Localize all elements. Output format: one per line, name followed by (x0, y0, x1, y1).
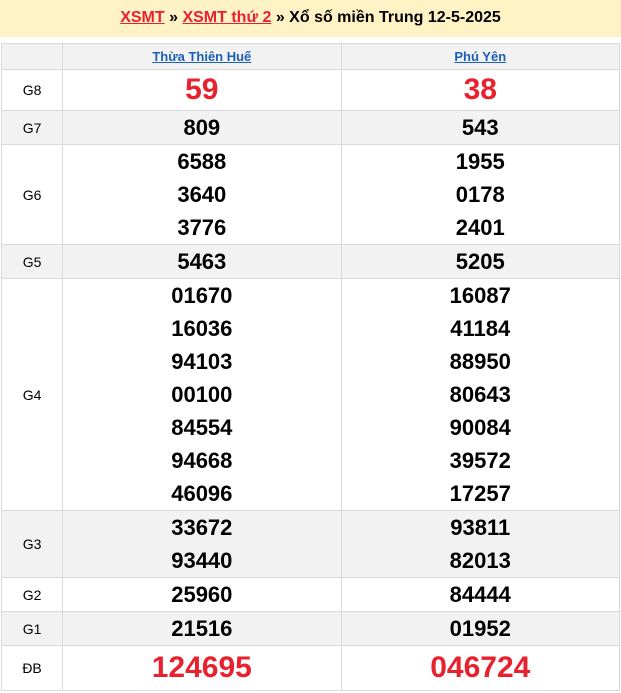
prize-number: 21516 (171, 616, 233, 641)
prize-cell: 046724 (340, 645, 621, 691)
prize-number: 16036 (171, 316, 233, 341)
prize-number: 5463 (177, 249, 227, 274)
prize-cell: 1955 0178 2401 (340, 144, 621, 245)
breadcrumb-separator: » (164, 9, 183, 26)
prize-label: G2 (0, 577, 64, 612)
prize-number: 33672 (171, 515, 233, 540)
prize-cell: 01952 (340, 611, 621, 646)
prize-cell: 01670 16036 94103 00100 84554 94668 46096 (62, 278, 342, 511)
prize-number: 25960 (171, 582, 233, 607)
results-table: Thừa Thiên Huế Phú Yên G8 59 38 G7 809 543 G6 6… (0, 43, 621, 691)
province-link-1[interactable]: Thừa Thiên Huế (152, 48, 252, 64)
prize-cell: 5205 (340, 244, 621, 279)
prize-number: 046724 (430, 651, 531, 684)
prize-number: 01952 (449, 616, 511, 641)
xsmt-link[interactable]: XSMT (120, 9, 165, 26)
prize-number: 124695 (151, 651, 252, 684)
prize-number: 1955 (455, 149, 505, 174)
prize-number: 39572 (449, 448, 511, 473)
prize-row-g5: G5 5463 5205 (0, 244, 621, 279)
prize-cell: 21516 (62, 611, 342, 646)
prize-number: 01670 (171, 283, 233, 308)
prize-number: 00100 (171, 382, 233, 407)
prize-number: 16087 (449, 283, 511, 308)
header-empty-cell (0, 43, 64, 70)
prize-number: 543 (461, 115, 499, 140)
header-province-1: Thừa Thiên Huế (62, 43, 342, 70)
prize-label: G5 (0, 244, 64, 279)
prize-number: 17257 (449, 481, 511, 506)
header-province-2: Phú Yên (340, 43, 621, 70)
prize-label: G4 (0, 278, 64, 511)
prize-cell: 38 (340, 69, 621, 111)
prize-number: 93811 (450, 515, 511, 540)
prize-label: ĐB (0, 645, 64, 691)
prize-number: 88950 (449, 349, 511, 374)
prize-row-đb: ĐB 124695 046724 (0, 645, 621, 691)
prize-row-g2: G2 25960 84444 (0, 577, 621, 612)
prize-cell: 6588 3640 3776 (62, 144, 342, 245)
prize-row-g6: G6 6588 3640 3776 1955 0178 2401 (0, 144, 621, 245)
prize-cell: 5463 (62, 244, 342, 279)
prize-number: 41184 (450, 316, 511, 341)
prize-cell: 16087 41184 88950 80643 90084 39572 17257 (340, 278, 621, 511)
prize-cell: 124695 (62, 645, 342, 691)
prize-row-g1: G1 21516 01952 (0, 611, 621, 646)
prize-label: G3 (0, 510, 64, 578)
prize-number: 809 (183, 115, 221, 140)
prize-number: 82013 (449, 548, 511, 573)
page-title: Xổ số miền Trung 12-5-2025 (289, 9, 501, 26)
prize-label: G7 (0, 110, 64, 145)
prize-number: 90084 (449, 415, 511, 440)
prize-number: 84444 (449, 582, 511, 607)
prize-row-g7: G7 809 543 (0, 110, 621, 145)
prize-number: 93440 (171, 548, 233, 573)
prize-number: 6588 (177, 149, 227, 174)
prize-number: 46096 (171, 481, 233, 506)
prize-number: 2401 (455, 215, 505, 240)
province-link-2[interactable]: Phú Yên (454, 48, 507, 64)
prize-cell: 809 (62, 110, 342, 145)
prize-row-g8: G8 59 38 (0, 69, 621, 111)
prize-number: 3640 (177, 182, 227, 207)
prize-number: 38 (463, 73, 497, 106)
prize-number: 84554 (171, 415, 233, 440)
prize-row-g4: G4 01670 16036 94103 00100 84554 94668 46096 160… (0, 278, 621, 511)
prize-number: 94668 (171, 448, 233, 473)
breadcrumb-separator: » (271, 9, 290, 26)
prize-label: G1 (0, 611, 64, 646)
prize-number: 5205 (455, 249, 505, 274)
prize-row-g3: G3 33672 93440 93811 82013 (0, 510, 621, 578)
prize-cell: 33672 93440 (62, 510, 342, 578)
prize-cell: 543 (340, 110, 621, 145)
page-title-banner: XSMT » XSMT thứ 2 » Xổ số miền Trung 12-… (0, 0, 621, 37)
prize-number: 80643 (449, 382, 511, 407)
prize-number: 59 (185, 73, 219, 106)
prize-number: 94103 (171, 349, 233, 374)
table-header-row: Thừa Thiên Huế Phú Yên (0, 43, 621, 70)
prize-label: G8 (0, 69, 64, 111)
prize-number: 3776 (177, 215, 227, 240)
prize-cell: 84444 (340, 577, 621, 612)
prize-cell: 59 (62, 69, 342, 111)
prize-label: G6 (0, 144, 64, 245)
prize-cell: 25960 (62, 577, 342, 612)
prize-number: 0178 (455, 182, 505, 207)
prize-cell: 93811 82013 (340, 510, 621, 578)
xsmt-thu2-link[interactable]: XSMT thứ 2 (182, 9, 272, 26)
